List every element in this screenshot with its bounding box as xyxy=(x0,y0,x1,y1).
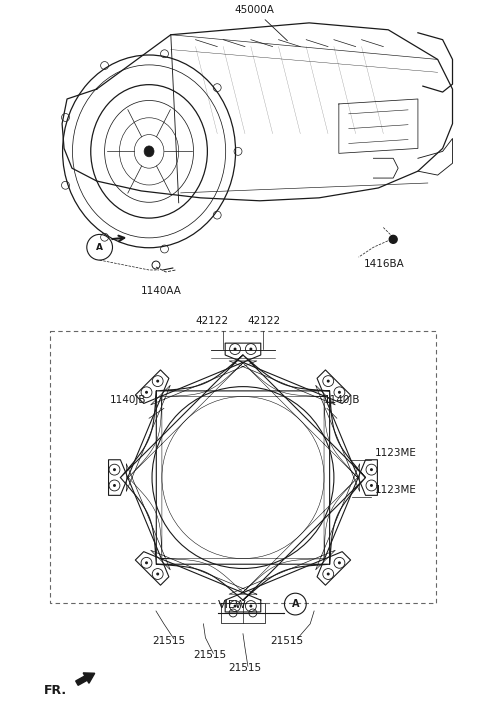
Circle shape xyxy=(113,468,116,471)
Circle shape xyxy=(156,379,159,382)
Circle shape xyxy=(327,572,330,575)
Text: 21515: 21515 xyxy=(152,636,185,646)
Circle shape xyxy=(234,348,237,351)
Circle shape xyxy=(389,235,397,243)
Bar xyxy=(50,331,436,603)
Circle shape xyxy=(113,484,116,487)
Text: 1140AA: 1140AA xyxy=(141,286,182,296)
Text: VIEW: VIEW xyxy=(218,600,247,610)
Circle shape xyxy=(338,562,341,564)
Text: 1123ME: 1123ME xyxy=(374,448,416,458)
Circle shape xyxy=(370,468,373,471)
Text: 42122: 42122 xyxy=(248,316,281,326)
Text: FR.: FR. xyxy=(44,683,67,696)
Text: 21515: 21515 xyxy=(271,636,304,646)
Text: 21515: 21515 xyxy=(193,650,227,660)
Circle shape xyxy=(156,572,159,575)
Text: 1140JB: 1140JB xyxy=(109,395,146,405)
Text: 1140JB: 1140JB xyxy=(324,395,360,405)
Circle shape xyxy=(338,391,341,394)
Text: 45000A: 45000A xyxy=(235,5,288,41)
Text: 1416BA: 1416BA xyxy=(363,259,404,269)
Ellipse shape xyxy=(144,146,154,157)
Circle shape xyxy=(327,379,330,382)
Circle shape xyxy=(234,605,237,608)
FancyArrow shape xyxy=(76,673,95,685)
Circle shape xyxy=(370,484,373,487)
Text: 42122: 42122 xyxy=(195,316,228,326)
Text: 21515: 21515 xyxy=(228,663,261,673)
Text: A: A xyxy=(96,243,103,252)
Circle shape xyxy=(145,562,148,564)
Text: A: A xyxy=(292,599,299,609)
Circle shape xyxy=(250,348,252,351)
Text: 1123ME: 1123ME xyxy=(374,485,416,495)
Circle shape xyxy=(250,605,252,608)
Circle shape xyxy=(145,391,148,394)
